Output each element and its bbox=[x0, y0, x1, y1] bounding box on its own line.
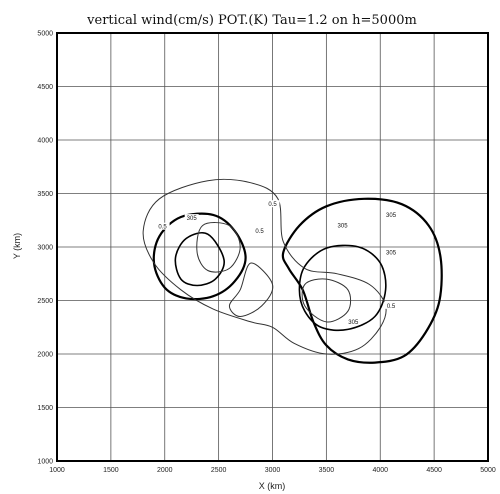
potential-temperature-contours bbox=[152, 197, 443, 364]
vertical-wind-contour bbox=[301, 278, 352, 323]
contour-label: 305 bbox=[386, 213, 397, 219]
contour-label-bg bbox=[384, 210, 399, 218]
vertical-wind-contours bbox=[142, 178, 387, 355]
chart-title: vertical wind(cm/s) POT.(K) Tau=1.2 on h… bbox=[86, 13, 417, 28]
grid-lines bbox=[57, 33, 488, 461]
x-tick-label: 2000 bbox=[157, 467, 173, 474]
contour-label: 305 bbox=[187, 216, 198, 222]
contour-label-bg bbox=[346, 317, 361, 325]
contour-label-bg bbox=[184, 214, 199, 222]
y-tick-label: 2500 bbox=[37, 298, 53, 305]
contour-label: 305 bbox=[386, 250, 397, 256]
contour-label-bg bbox=[265, 200, 280, 208]
y-tick-label: 2000 bbox=[37, 352, 53, 359]
plot-frame bbox=[56, 32, 489, 462]
vertical-wind-contour bbox=[196, 222, 241, 273]
contour-label: 0.5 bbox=[255, 229, 264, 235]
contour-label-bg bbox=[155, 222, 170, 230]
x-tick-label: 3500 bbox=[319, 467, 335, 474]
vertical-wind-contour bbox=[228, 262, 274, 318]
y-tick-label: 5000 bbox=[37, 31, 53, 38]
x-tick-label: 5000 bbox=[480, 467, 496, 474]
potential-temperature-contour bbox=[174, 231, 225, 287]
y-axis-label: Y (km) bbox=[12, 233, 22, 259]
x-tick-label: 2500 bbox=[211, 467, 227, 474]
contour-label-bg bbox=[384, 301, 399, 309]
x-tick-label: 1500 bbox=[103, 467, 119, 474]
contour-label-bg bbox=[252, 226, 267, 234]
y-tick-label: 3500 bbox=[37, 191, 53, 198]
contour-label: 305 bbox=[338, 224, 349, 230]
y-tick-label: 4500 bbox=[37, 84, 53, 91]
x-tick-labels: 1000 1500 2000 2500 3000 3500 4000 4500 5000 bbox=[49, 467, 496, 474]
x-tick-label: 3000 bbox=[265, 467, 281, 474]
contour-label: 0.5 bbox=[158, 225, 167, 231]
contour-labels: 0.5 0.5 305 0.5 305 305 305 0.5 305 bbox=[155, 200, 399, 326]
y-tick-label: 1500 bbox=[37, 405, 53, 412]
y-tick-label: 4000 bbox=[37, 138, 53, 145]
y-tick-label: 1000 bbox=[37, 459, 53, 466]
x-tick-label: 1000 bbox=[49, 467, 65, 474]
contour-label: 0.5 bbox=[387, 304, 396, 310]
contour-label: 0.5 bbox=[268, 202, 277, 208]
x-tick-label: 4000 bbox=[372, 467, 388, 474]
y-tick-label: 3000 bbox=[37, 245, 53, 252]
potential-temperature-contour bbox=[298, 244, 387, 332]
contour-label-bg bbox=[384, 248, 399, 256]
x-tick-label: 4500 bbox=[426, 467, 442, 474]
contour-label: 305 bbox=[348, 320, 359, 326]
contour-label-bg bbox=[335, 221, 350, 229]
x-axis-label: X (km) bbox=[259, 481, 286, 491]
vertical-wind-contour bbox=[142, 178, 387, 355]
y-tick-labels: 1000 1500 2000 2500 3000 3500 4000 4500 5000 bbox=[37, 31, 53, 466]
